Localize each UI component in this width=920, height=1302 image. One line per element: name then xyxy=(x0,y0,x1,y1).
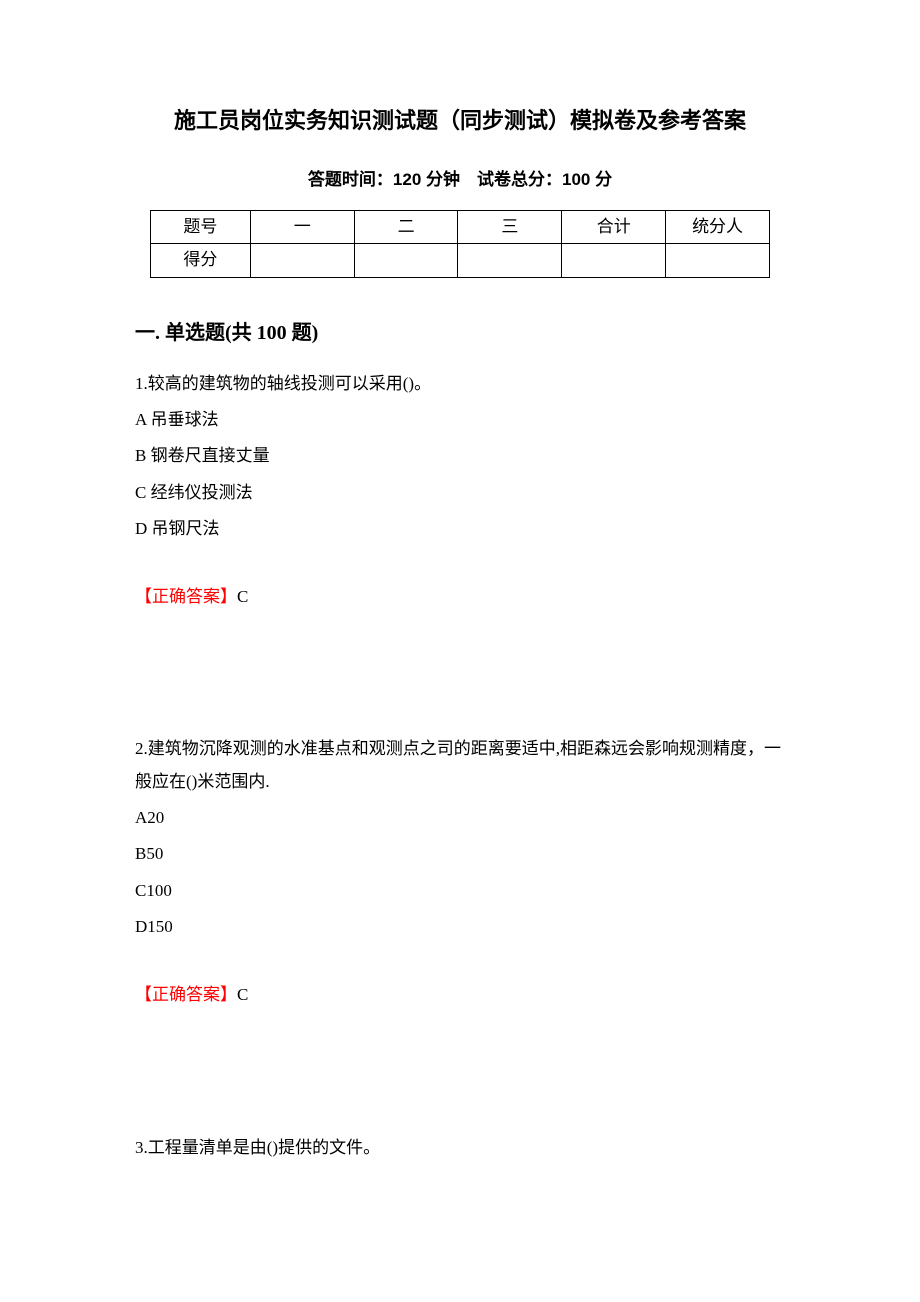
question-number: 2. xyxy=(135,739,148,758)
table-score-cell xyxy=(354,244,458,277)
question-text: 2.建筑物沉降观测的水准基点和观测点之司的距离要适中,相距森远会影响规测精度，一… xyxy=(135,733,785,798)
table-header-cell: 合计 xyxy=(562,211,666,244)
option: A20 xyxy=(135,802,785,834)
table-header-cell: 三 xyxy=(458,211,562,244)
question-text: 1.较高的建筑物的轴线投测可以采用()。 xyxy=(135,368,785,400)
table-score-row: 得分 xyxy=(151,244,770,277)
document-title: 施工员岗位实务知识测试题（同步测试）模拟卷及参考答案 xyxy=(135,100,785,142)
answer-label: 【正确答案】 xyxy=(135,587,237,606)
table-header-cell: 二 xyxy=(354,211,458,244)
table-header-cell: 统分人 xyxy=(666,211,770,244)
table-score-cell xyxy=(458,244,562,277)
answer-line: 【正确答案】C xyxy=(135,979,785,1011)
answer-value: C xyxy=(237,985,248,1004)
table-header-row: 题号 一 二 三 合计 统分人 xyxy=(151,211,770,244)
option: D150 xyxy=(135,911,785,943)
option: D 吊钢尺法 xyxy=(135,513,785,545)
score-table: 题号 一 二 三 合计 统分人 得分 xyxy=(150,210,770,278)
table-score-cell xyxy=(666,244,770,277)
table-header-cell: 题号 xyxy=(151,211,251,244)
option: B 钢卷尺直接丈量 xyxy=(135,440,785,472)
answer-line: 【正确答案】C xyxy=(135,581,785,613)
question-block: 2.建筑物沉降观测的水准基点和观测点之司的距离要适中,相距森远会影响规测精度，一… xyxy=(135,733,785,1011)
question-block: 1.较高的建筑物的轴线投测可以采用()。 A 吊垂球法 B 钢卷尺直接丈量 C … xyxy=(135,368,785,614)
option: A 吊垂球法 xyxy=(135,404,785,436)
option: C 经纬仪投测法 xyxy=(135,477,785,509)
table-score-cell xyxy=(250,244,354,277)
question-stem: 较高的建筑物的轴线投测可以采用()。 xyxy=(148,374,431,393)
answer-value: C xyxy=(237,587,248,606)
section-heading: 一. 单选题(共 100 题) xyxy=(135,314,785,352)
question-stem: 工程量清单是由()提供的文件。 xyxy=(148,1138,380,1157)
option: B50 xyxy=(135,838,785,870)
option: C100 xyxy=(135,875,785,907)
question-stem: 建筑物沉降观测的水准基点和观测点之司的距离要适中,相距森远会影响规测精度，一般应… xyxy=(135,739,781,790)
question-text: 3.工程量清单是由()提供的文件。 xyxy=(135,1132,785,1164)
table-score-cell xyxy=(562,244,666,277)
question-number: 3. xyxy=(135,1138,148,1157)
answer-label: 【正确答案】 xyxy=(135,985,237,1004)
table-score-label: 得分 xyxy=(151,244,251,277)
question-number: 1. xyxy=(135,374,148,393)
table-header-cell: 一 xyxy=(250,211,354,244)
exam-info: 答题时间：120 分钟 试卷总分：100 分 xyxy=(135,164,785,196)
